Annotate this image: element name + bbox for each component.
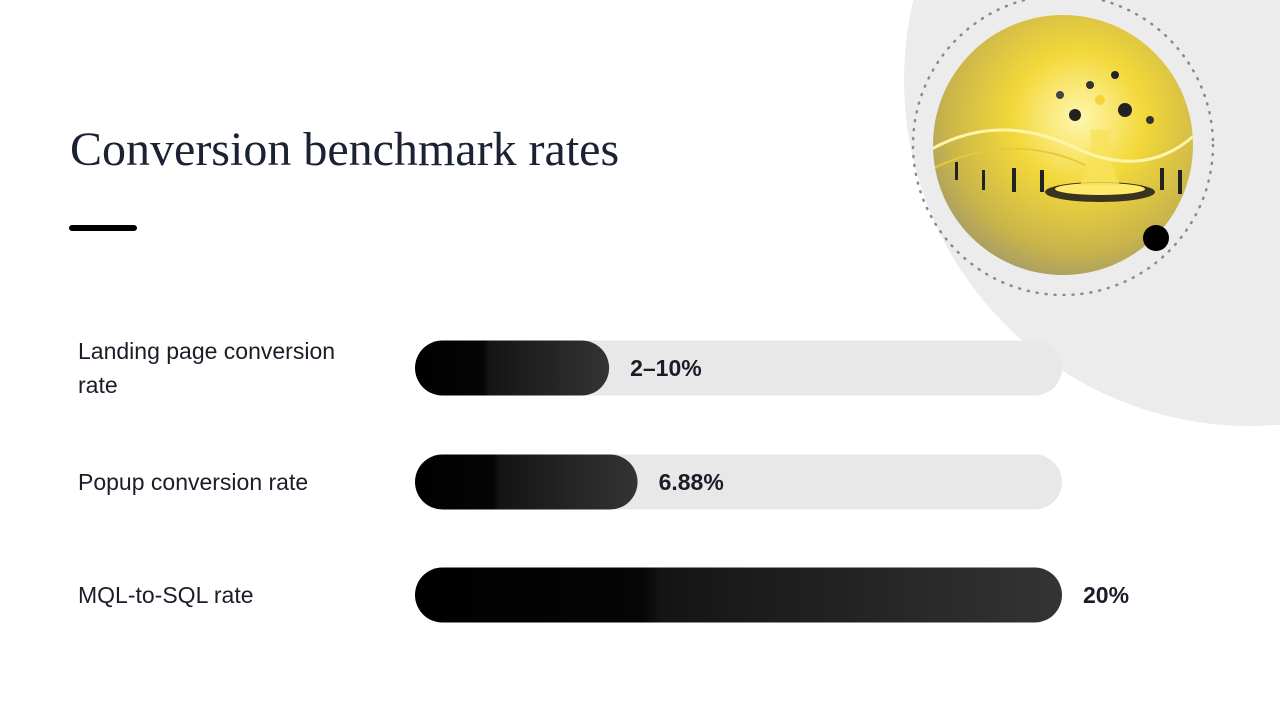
category-label: Popup conversion rate — [78, 469, 309, 495]
value-label: 20% — [1083, 582, 1129, 608]
bar — [415, 567, 1062, 623]
dotted-ring — [911, 0, 1215, 297]
value-label: 6.88% — [659, 469, 724, 495]
bar — [415, 340, 610, 396]
category-label: Landing page conversion rate — [78, 338, 336, 398]
value-label: 2–10% — [630, 355, 702, 381]
accent-dot — [1143, 225, 1169, 251]
category-label: MQL-to-SQL rate — [78, 582, 254, 608]
title-underline — [69, 225, 137, 231]
illustration — [933, 15, 1193, 275]
chart-title: Conversion benchmark rates — [70, 123, 619, 176]
bar — [415, 454, 638, 510]
